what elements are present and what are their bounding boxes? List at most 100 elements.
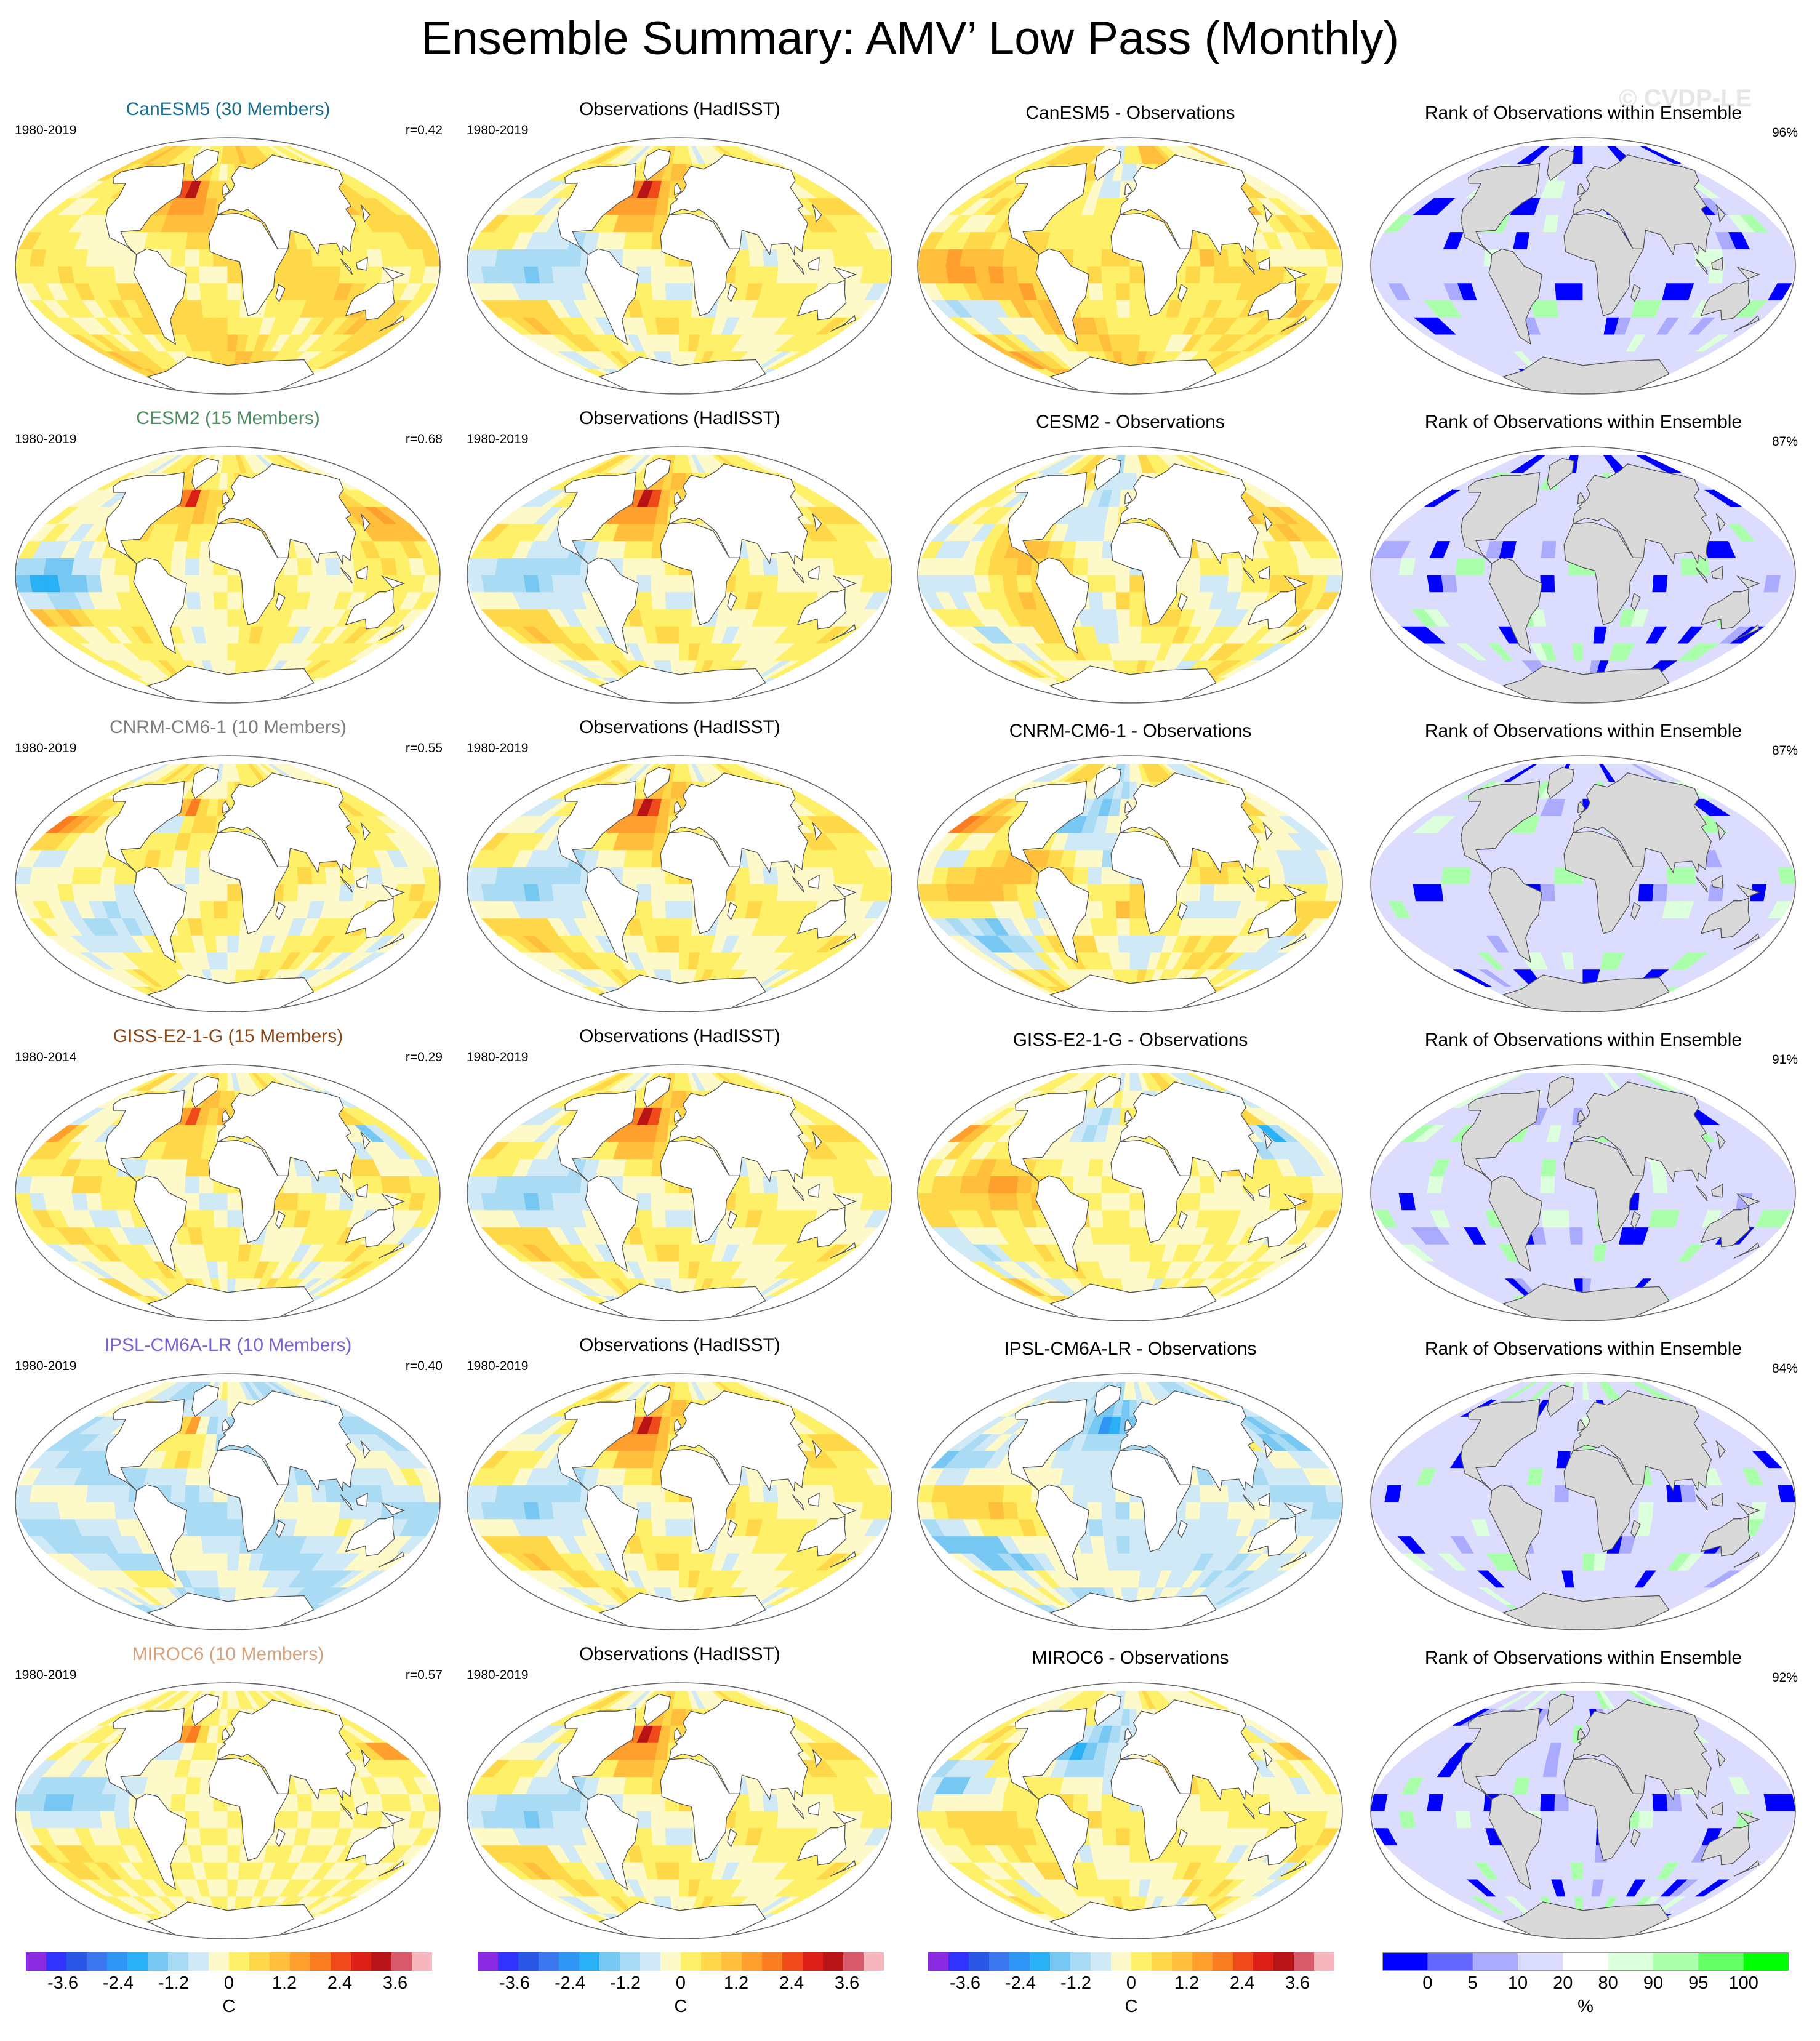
panel-title: CESM2 (15 Members) bbox=[136, 408, 320, 428]
colorbar-tick-label: 0 bbox=[223, 1973, 235, 1993]
colorbar-swatch bbox=[1698, 1952, 1744, 1971]
panel-period: 1980-2014 bbox=[15, 1050, 77, 1064]
panel-title: GISS-E2-1-G (15 Members) bbox=[113, 1026, 343, 1046]
difference-panel: CNRM-CM6-1 - Observations bbox=[907, 716, 1353, 1023]
rank-panel: Rank of Observations within Ensemble 87% bbox=[1360, 407, 1806, 714]
panel-title: CanESM5 (30 Members) bbox=[126, 99, 331, 119]
colorbar-tick-label: 2.4 bbox=[779, 1973, 804, 1993]
panel-title: IPSL-CM6A-LR (10 Members) bbox=[104, 1335, 352, 1355]
difference-panel: CESM2 - Observations bbox=[907, 407, 1353, 714]
colorbar-swatch bbox=[928, 1952, 949, 1971]
colorbar-tick-label: 3.6 bbox=[382, 1973, 408, 1993]
correlation-value: r=0.29 bbox=[405, 1050, 443, 1064]
colorbar-tick-label: -1.2 bbox=[158, 1973, 189, 1993]
colorbar-swatch bbox=[989, 1952, 1010, 1971]
colorbar-swatch bbox=[127, 1952, 148, 1971]
panel-period: 1980-2019 bbox=[467, 432, 529, 446]
observation-panel: Observations (HadISST) 1980-2019 bbox=[457, 1334, 903, 1641]
colorbar-swatch bbox=[762, 1952, 783, 1971]
observation-panel: Observations (HadISST) 1980-2019 bbox=[457, 1643, 903, 1950]
panel-period: 1980-2019 bbox=[15, 432, 77, 446]
model-panel: MIROC6 (10 Members) 1980-2019 r=0.57 bbox=[5, 1643, 451, 1950]
observation-panel: Observations (HadISST) 1980-2019 bbox=[457, 407, 903, 714]
difference-panel: IPSL-CM6A-LR - Observations bbox=[907, 1334, 1353, 1641]
colorbar-swatch bbox=[640, 1952, 661, 1971]
map-rank bbox=[1370, 755, 1796, 1012]
map-model bbox=[15, 755, 441, 1012]
model-panel: CNRM-CM6-1 (10 Members) 1980-2019 r=0.55 bbox=[5, 716, 451, 1023]
rank-panel: Rank of Observations within Ensemble 91% bbox=[1360, 1025, 1806, 1332]
panel-title: Observations (HadISST) bbox=[579, 717, 780, 737]
colorbar-tick-label: 1.2 bbox=[271, 1973, 297, 1993]
panel-title: MIROC6 (10 Members) bbox=[132, 1644, 324, 1664]
panel-period: 1980-2019 bbox=[15, 1668, 77, 1682]
colorbar-tick-label: 1.2 bbox=[723, 1973, 749, 1993]
panel-title: Observations (HadISST) bbox=[579, 408, 780, 428]
figure-title: Ensemble Summary: AMV’ Low Pass (Monthly… bbox=[420, 12, 1400, 65]
colorbar-swatch bbox=[1743, 1952, 1789, 1971]
watermark-text: © CVDP-LE bbox=[1619, 85, 1752, 112]
colorbar-tick-label: -2.4 bbox=[1005, 1973, 1036, 1993]
colorbar-swatch bbox=[1653, 1952, 1699, 1971]
map-rank bbox=[1370, 1682, 1796, 1939]
panel-period: 1980-2019 bbox=[467, 1359, 529, 1373]
colorbar-tick-label: 1.2 bbox=[1174, 1973, 1200, 1993]
colorbar-swatch bbox=[579, 1952, 600, 1971]
colorbar-swatch bbox=[1111, 1952, 1132, 1971]
correlation-value: r=0.68 bbox=[405, 432, 443, 446]
model-panel: CESM2 (15 Members) 1980-2019 r=0.68 bbox=[5, 407, 451, 714]
map-rank bbox=[1370, 1373, 1796, 1630]
model-panel: CanESM5 (30 Members) 1980-2019 r=0.42 bbox=[5, 98, 451, 405]
colorbar-swatch bbox=[721, 1952, 742, 1971]
map-model bbox=[15, 446, 441, 704]
panel-period: 1980-2019 bbox=[467, 123, 529, 137]
observation-panel: Observations (HadISST) 1980-2019 bbox=[457, 716, 903, 1023]
colorbar-swatch bbox=[1273, 1952, 1294, 1971]
panel-title: CNRM-CM6-1 - Observations bbox=[1009, 721, 1252, 741]
colorbar-swatch bbox=[478, 1952, 499, 1971]
panel-period: 1980-2019 bbox=[15, 741, 77, 755]
colorbar-swatch bbox=[599, 1952, 620, 1971]
colorbar-tick-label: 100 bbox=[1728, 1973, 1758, 1993]
panel-title: Rank of Observations within Ensemble bbox=[1424, 1030, 1742, 1050]
panel-period: 1980-2019 bbox=[15, 123, 77, 137]
panel-title: Observations (HadISST) bbox=[579, 99, 780, 119]
colorbar-swatch bbox=[1314, 1952, 1334, 1971]
colorbar-tick-label: 2.4 bbox=[327, 1973, 353, 1993]
colorbar-swatch bbox=[498, 1952, 519, 1971]
colorbar-tick-label: 10 bbox=[1507, 1973, 1528, 1993]
rank-panel: Rank of Observations within Ensemble 96% bbox=[1360, 98, 1806, 405]
colorbar-swatch bbox=[864, 1952, 884, 1971]
map-model bbox=[15, 1064, 441, 1321]
panel-title: Rank of Observations within Ensemble bbox=[1424, 721, 1742, 741]
rank-percentage: 87% bbox=[1771, 744, 1798, 758]
colorbar-unit-label: % bbox=[1577, 1997, 1594, 2016]
colorbar-swatch bbox=[26, 1952, 47, 1971]
colorbar-swatch bbox=[1472, 1952, 1518, 1971]
rank-percentage: 87% bbox=[1771, 435, 1798, 449]
colorbar-tick-label: 3.6 bbox=[834, 1973, 860, 1993]
model-panel: IPSL-CM6A-LR (10 Members) 1980-2019 r=0.40 bbox=[5, 1334, 451, 1641]
rank-percentage: 96% bbox=[1771, 126, 1798, 140]
colorbar-swatch bbox=[66, 1952, 87, 1971]
map-obs bbox=[467, 1373, 892, 1630]
colorbar-swatch bbox=[107, 1952, 128, 1971]
colorbar-swatch bbox=[1253, 1952, 1274, 1971]
colorbar-swatch bbox=[229, 1952, 250, 1971]
colorbar-swatch bbox=[188, 1952, 209, 1971]
map-obs bbox=[467, 137, 892, 395]
colorbar-tick-label: 2.4 bbox=[1229, 1973, 1255, 1993]
map-diff bbox=[917, 1682, 1343, 1939]
panel-title: Observations (HadISST) bbox=[579, 1335, 780, 1355]
panel-title: IPSL-CM6A-LR - Observations bbox=[1004, 1339, 1257, 1359]
colorbar-swatch bbox=[843, 1952, 864, 1971]
panel-title: CanESM5 - Observations bbox=[1025, 103, 1235, 123]
correlation-value: r=0.57 bbox=[405, 1668, 443, 1682]
colorbar-swatch bbox=[1192, 1952, 1213, 1971]
map-model bbox=[15, 1682, 441, 1939]
panel-title: CESM2 - Observations bbox=[1036, 412, 1225, 432]
colorbar-tick-label: 95 bbox=[1688, 1973, 1709, 1993]
colorbar-swatch bbox=[1563, 1952, 1609, 1971]
panel-title: Observations (HadISST) bbox=[579, 1644, 780, 1664]
colorbar-swatch bbox=[1608, 1952, 1654, 1971]
